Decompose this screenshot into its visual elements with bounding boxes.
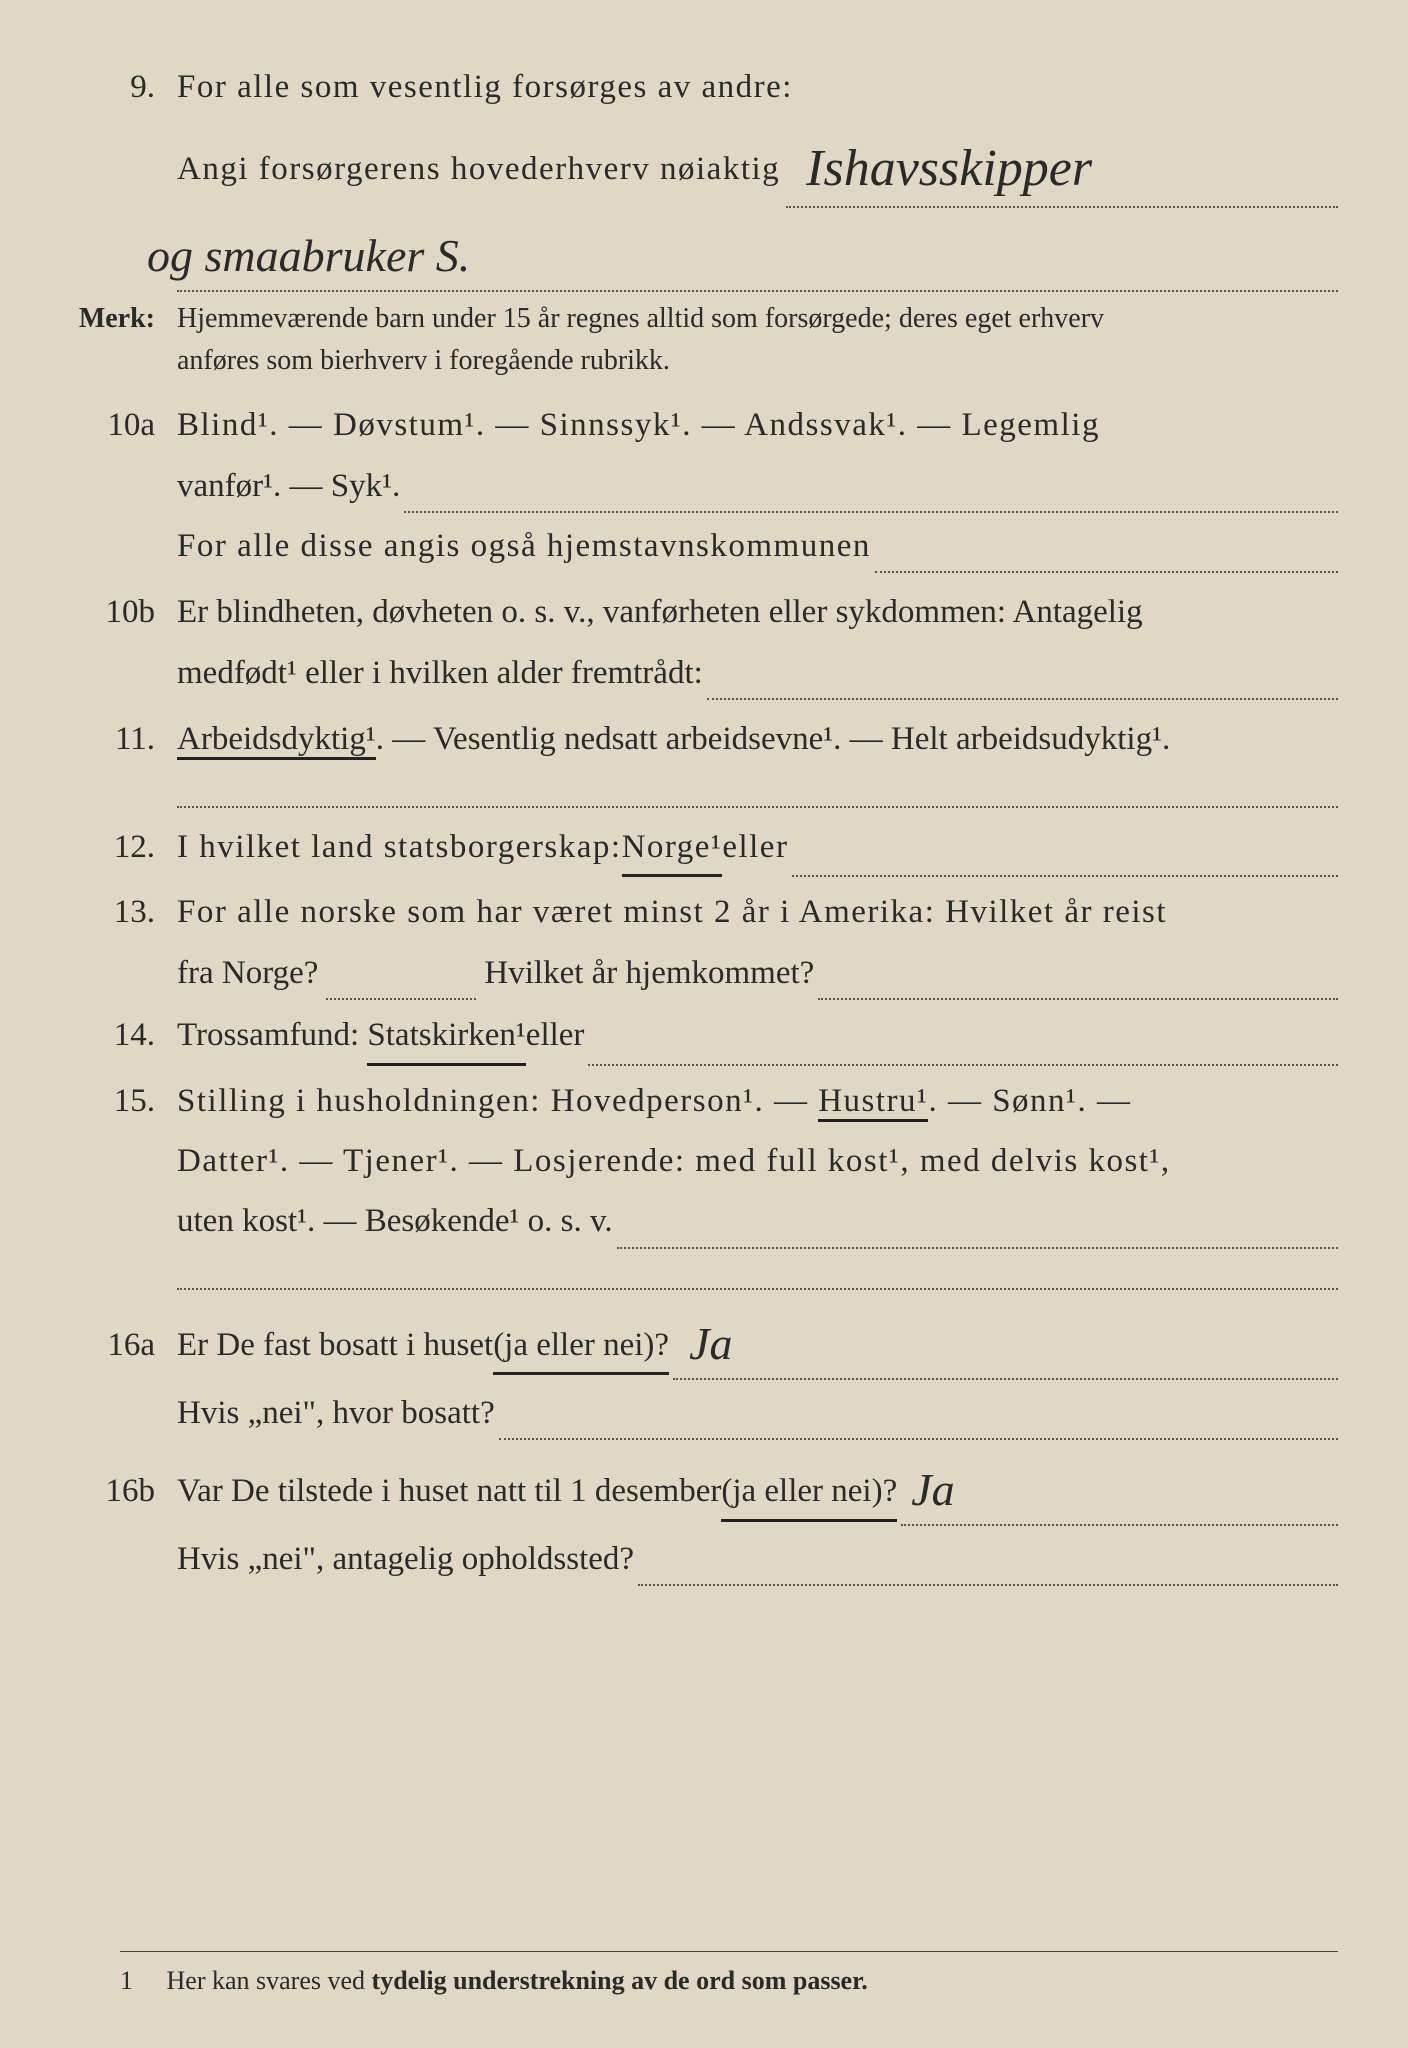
q16b-row2: Hvis „nei", antagelig opholdssted? <box>70 1532 1338 1586</box>
q16a-text2: Hvis „nei", hvor bosatt? <box>177 1386 495 1440</box>
q14-row: 14. Trossamfund: Statskirken¹ eller <box>70 1008 1338 1065</box>
q9-row1: 9. For alle som vesentlig forsørges av a… <box>70 60 1338 114</box>
q16a-num: 16a <box>70 1318 177 1372</box>
q15-row1: 15. Stilling i husholdningen: Hovedperso… <box>70 1074 1338 1128</box>
merk-text2: anføres som bierhverv i foregående rubri… <box>177 340 1338 382</box>
q16b-num: 16b <box>70 1464 177 1518</box>
footnote: 1 Her kan svares ved tydelig understrekn… <box>120 1951 1338 2003</box>
q13-row1: 13. For alle norske som har været minst … <box>70 885 1338 939</box>
q15-line1b: . — Sønn¹. — <box>928 1083 1131 1119</box>
q9-row3: og smaabruker S. <box>70 214 1338 292</box>
q12-num: 12. <box>70 820 177 874</box>
q9-hand1: Ishavsskipper <box>806 140 1092 197</box>
q15-num: 15. <box>70 1074 177 1128</box>
q11-opt1: Arbeidsdyktig¹ <box>177 721 376 760</box>
q11-num: 11. <box>70 712 177 766</box>
q10b-text2: medfødt¹ eller i hvilken alder fremtrådt… <box>177 646 703 700</box>
q10b-row1: 10b Er blindheten, døvheten o. s. v., va… <box>70 585 1338 639</box>
q15-hustru: Hustru¹ <box>818 1083 928 1122</box>
q10a-opts2: vanfør¹. — Syk¹. <box>177 459 400 513</box>
q10a-row3: For alle disse angis også hjemstavnskomm… <box>70 519 1338 573</box>
q10a-row2: vanfør¹. — Syk¹. <box>70 459 1338 513</box>
q15-line2: Datter¹. — Tjener¹. — Losjerende: med fu… <box>177 1134 1338 1188</box>
q9-hand2: og smaabruker S. <box>147 230 470 281</box>
q15-row3: uten kost¹. — Besøkende¹ o. s. v. <box>70 1194 1338 1248</box>
q10a-row1: 10a Blind¹. — Døvstum¹. — Sinnssyk¹. — A… <box>70 398 1338 452</box>
q11-row: 11. Arbeidsdyktig¹. — Vesentlig nedsatt … <box>70 712 1338 766</box>
q13-row2: fra Norge? Hvilket år hjemkommet? <box>70 946 1338 1000</box>
q16b-text2: Hvis „nei", antagelig opholdssted? <box>177 1532 634 1586</box>
q14-text: Trossamfund: <box>177 1008 359 1065</box>
q10b-num: 10b <box>70 585 177 639</box>
q15-line3: uten kost¹. — Besøkende¹ o. s. v. <box>177 1194 613 1248</box>
q16b-text1a: Var De tilstede i huset natt til 1 desem… <box>177 1464 721 1518</box>
q16b-text1b: (ja eller nei)? <box>721 1464 897 1521</box>
q9-label: Angi forsørgerens hovederhverv nøiaktig <box>177 142 780 196</box>
q12-norge: Norge¹ <box>622 820 723 877</box>
q13-text2a: fra Norge? <box>177 946 318 1000</box>
q15-blank <box>70 1255 1338 1290</box>
q13-text1: For alle norske som har været minst 2 år… <box>177 885 1338 939</box>
q10a-num: 10a <box>70 398 177 452</box>
merk-text1: Hjemmeværende barn under 15 år regnes al… <box>177 298 1338 340</box>
q15-line1a: Stilling i husholdningen: Hovedperson¹. … <box>177 1083 818 1119</box>
merk-row: Merk: Hjemmeværende barn under 15 år reg… <box>70 298 1338 382</box>
q10a-opts: Blind¹. — Døvstum¹. — Sinnssyk¹. — Andss… <box>177 398 1338 452</box>
q14-rest: eller <box>526 1008 585 1065</box>
q16b-row1: 16b Var De tilstede i huset natt til 1 d… <box>70 1448 1338 1526</box>
q11-rest: . — Vesentlig nedsatt arbeidsevne¹. — He… <box>376 721 1171 757</box>
q16a-row2: Hvis „nei", hvor bosatt? <box>70 1386 1338 1440</box>
census-form-page: 9. For alle som vesentlig forsørges av a… <box>0 0 1408 2048</box>
q13-num: 13. <box>70 885 177 939</box>
q9-line1: For alle som vesentlig forsørges av andr… <box>177 60 1338 114</box>
q16a-text1b: (ja eller nei)? <box>493 1318 669 1375</box>
q16a-text1a: Er De fast bosatt i huset <box>177 1318 493 1372</box>
footnote-text-b: tydelig understrekning av de ord som pas… <box>372 1966 868 1995</box>
q14-num: 14. <box>70 1008 177 1062</box>
q12-rest: eller <box>722 820 788 877</box>
q14-stats: Statskirken¹ <box>367 1008 525 1065</box>
q10b-text1: Er blindheten, døvheten o. s. v., vanfør… <box>177 585 1338 639</box>
q15-row2: Datter¹. — Tjener¹. — Losjerende: med fu… <box>70 1134 1338 1188</box>
q9-row2: Angi forsørgerens hovederhverv nøiaktig … <box>70 120 1338 208</box>
q11-blank <box>70 773 1338 808</box>
q9-num: 9. <box>70 60 177 114</box>
q16a-row1: 16a Er De fast bosatt i huset (ja eller … <box>70 1302 1338 1380</box>
merk-label: Merk: <box>70 298 177 340</box>
q12-text: I hvilket land statsborgerskap: <box>177 820 622 877</box>
q10b-row2: medfødt¹ eller i hvilken alder fremtrådt… <box>70 646 1338 700</box>
footnote-text-a: Her kan svares ved <box>167 1966 372 1995</box>
q16b-hand: Ja <box>911 1464 954 1515</box>
q10a-line3: For alle disse angis også hjemstavnskomm… <box>177 519 871 573</box>
q12-row: 12. I hvilket land statsborgerskap: Norg… <box>70 820 1338 877</box>
q16a-hand: Ja <box>689 1318 732 1369</box>
footnote-num: 1 <box>120 1960 160 2003</box>
q13-text2b: Hvilket år hjemkommet? <box>484 946 814 1000</box>
